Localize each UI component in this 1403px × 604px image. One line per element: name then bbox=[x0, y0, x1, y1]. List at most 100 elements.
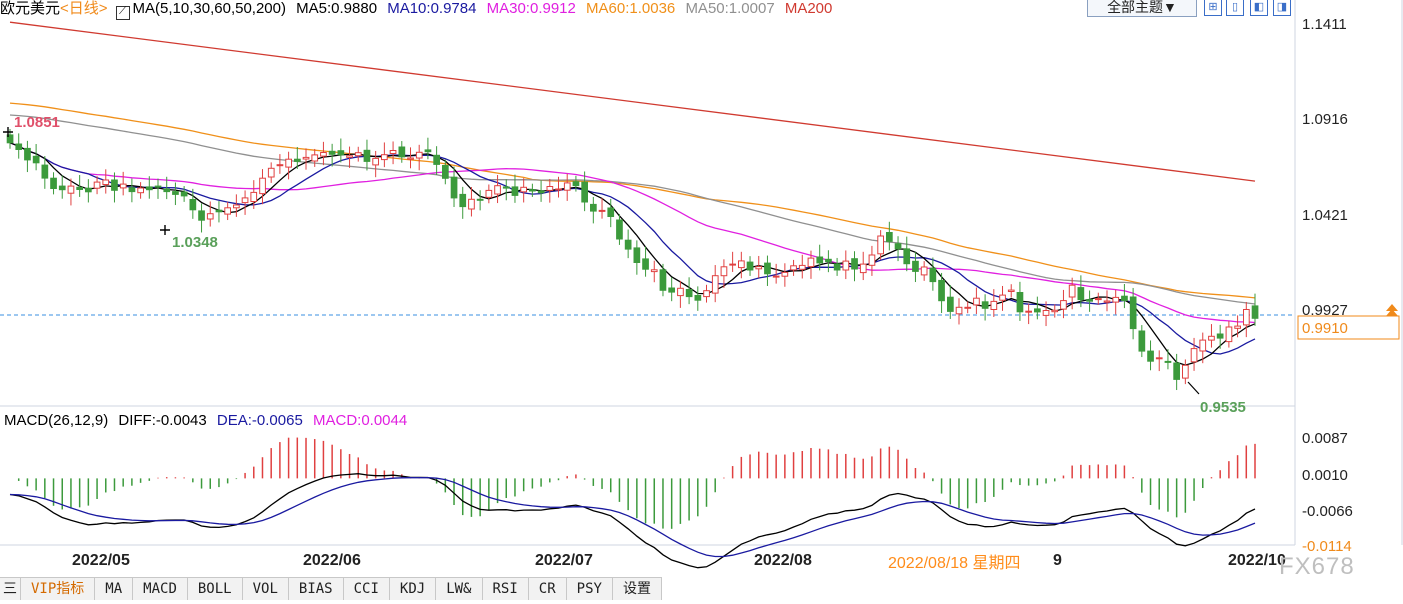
ma60-path bbox=[9, 102, 1256, 299]
tab-menu[interactable]: 三 bbox=[0, 577, 21, 600]
candle-body bbox=[67, 185, 75, 194]
candle-body bbox=[285, 158, 292, 168]
candle-body bbox=[372, 157, 379, 166]
candle-body bbox=[1182, 364, 1189, 379]
candle-body bbox=[111, 179, 118, 191]
candle-body bbox=[581, 181, 588, 203]
period-label[interactable]: <日线> bbox=[60, 0, 108, 17]
ma200-line bbox=[9, 21, 1256, 182]
macd-lines bbox=[9, 473, 1256, 569]
candle-body bbox=[198, 210, 205, 221]
ma60-value: MA60:1.0036 bbox=[586, 0, 676, 17]
ma5-path bbox=[9, 142, 1256, 366]
candle-body bbox=[1034, 308, 1041, 313]
candle-body bbox=[241, 197, 249, 204]
candle-body bbox=[624, 239, 632, 250]
candle-body bbox=[807, 257, 815, 268]
candle-body bbox=[1243, 309, 1250, 326]
symbol-name: 欧元美元 bbox=[0, 0, 61, 17]
theme-dropdown-button[interactable]: 全部主题▼ bbox=[1087, 0, 1197, 17]
candle-body bbox=[328, 150, 336, 155]
tab-vol[interactable]: VOL bbox=[242, 577, 289, 600]
candle-body bbox=[1025, 310, 1033, 313]
date-label-3: 2022/07 bbox=[535, 552, 593, 569]
candle-body bbox=[650, 269, 658, 273]
tab-psy[interactable]: PSY bbox=[566, 577, 613, 600]
candle-body bbox=[1103, 300, 1111, 303]
candle-body bbox=[459, 193, 467, 208]
candle-body bbox=[755, 266, 763, 270]
candle-body bbox=[250, 191, 258, 202]
candle-body bbox=[598, 209, 606, 212]
ma10-value: MA10:0.9784 bbox=[387, 0, 477, 17]
candle-body bbox=[1007, 289, 1015, 293]
macd-tick-1: 0.0087 bbox=[1302, 430, 1348, 447]
candle-body bbox=[764, 262, 771, 275]
low-label-1: 1.0348 bbox=[172, 234, 218, 251]
candle-body bbox=[180, 191, 188, 197]
ma200-path bbox=[9, 21, 1256, 182]
tab-ma[interactable]: MA bbox=[95, 577, 134, 600]
date-label-2: 2022/06 bbox=[303, 552, 361, 569]
ma30-line bbox=[9, 142, 1256, 324]
candle-body bbox=[128, 187, 136, 193]
candle-body bbox=[677, 287, 684, 297]
candle-body bbox=[633, 247, 641, 263]
candle-body bbox=[294, 158, 301, 162]
macd-diff: DIFF:-0.0043 bbox=[118, 412, 207, 429]
tab-macd[interactable]: MACD bbox=[133, 577, 188, 600]
ma200-value: MA200 bbox=[784, 0, 833, 17]
candle-body bbox=[1225, 326, 1233, 343]
zoom-out-icon[interactable]: ▯ bbox=[1226, 0, 1244, 16]
candle-body bbox=[224, 207, 232, 215]
candle-body bbox=[1068, 284, 1076, 298]
candle-body bbox=[1042, 310, 1050, 316]
candle-body bbox=[215, 209, 223, 213]
tab-cr[interactable]: CR bbox=[528, 577, 567, 600]
candle-body bbox=[320, 152, 327, 157]
tab-lw[interactable]: LW& bbox=[436, 577, 483, 600]
prev-page-icon[interactable]: ◧ bbox=[1250, 0, 1268, 16]
legend-header: 欧元美元<日线> ⟋ MA(5,10,30,60,50,200) MA5:0.988… bbox=[0, 0, 838, 20]
candle-body bbox=[302, 156, 310, 160]
candle-body bbox=[450, 176, 458, 199]
candle-body bbox=[468, 198, 475, 210]
candle-body bbox=[973, 297, 980, 306]
tab-settings[interactable]: 设置 bbox=[612, 577, 662, 600]
zoom-in-icon[interactable]: ⊞ bbox=[1204, 0, 1222, 16]
candle-body bbox=[1251, 305, 1259, 319]
candle-body bbox=[746, 261, 754, 271]
candle-body bbox=[363, 149, 371, 162]
candle-body bbox=[354, 152, 362, 157]
candle-body bbox=[1121, 295, 1128, 302]
tab-kdj[interactable]: KDJ bbox=[389, 577, 437, 600]
candle-body bbox=[947, 296, 954, 312]
candle-body bbox=[6, 134, 14, 144]
ma30-path bbox=[9, 142, 1256, 324]
price-marker-icon bbox=[1386, 304, 1398, 316]
price-tick-2: 1.0916 bbox=[1302, 111, 1348, 128]
candle-body bbox=[1095, 298, 1102, 301]
candle-body bbox=[1060, 300, 1067, 310]
tab-boll[interactable]: BOLL bbox=[187, 577, 243, 600]
candle-body bbox=[337, 150, 345, 156]
candle-body bbox=[1016, 292, 1024, 313]
tab-bias[interactable]: BIAS bbox=[288, 577, 344, 600]
ma50-value: MA50:1.0007 bbox=[685, 0, 775, 17]
date-tooltip: 2022/08/18 星期四 bbox=[888, 555, 1021, 572]
tab-rsi[interactable]: RSI bbox=[482, 577, 529, 600]
macd-histogram bbox=[17, 437, 1256, 529]
next-page-icon[interactable]: ◨ bbox=[1273, 0, 1291, 16]
candle-body bbox=[546, 186, 554, 191]
candle-body bbox=[1155, 357, 1163, 360]
candle-body bbox=[58, 185, 66, 191]
tab-vip-indicator[interactable]: VIP指标 bbox=[21, 577, 96, 600]
candle-body bbox=[93, 181, 101, 189]
candle-body bbox=[851, 258, 858, 270]
tab-cci[interactable]: CCI bbox=[343, 577, 390, 600]
high-marker-icon bbox=[3, 127, 13, 137]
candle-body bbox=[1077, 287, 1085, 301]
high-label: 1.0851 bbox=[14, 114, 60, 131]
ma5-line bbox=[9, 142, 1256, 366]
